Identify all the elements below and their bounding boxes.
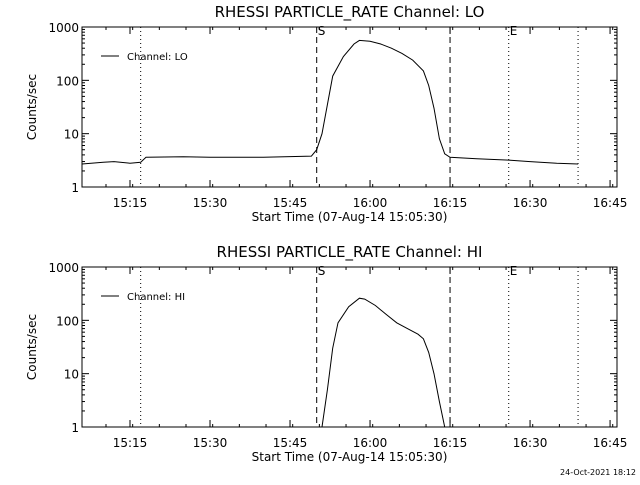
timestamp-footer: 24-Oct-2021 18:12 [560, 468, 636, 477]
chart-panel-hi: RHESSI PARTICLE_RATE Channel: HI 1 10 100 10… [25, 243, 627, 464]
x-tick-label: 15:30 [193, 436, 228, 450]
x-tick-label: 15:15 [113, 436, 148, 450]
x-tick-label: 16:15 [433, 436, 468, 450]
y-tick-label: 1 [71, 181, 79, 195]
x-tick-label: 16:30 [513, 196, 548, 210]
x-tick-label: 15:45 [273, 196, 308, 210]
y-tick-label: 1 [71, 421, 79, 435]
y-axis-label: Counts/sec [25, 314, 39, 380]
x-tick-label: 15:15 [113, 196, 148, 210]
chart-panel-lo: RHESSI PARTICLE_RATE Channel: LO 1 10 100 10… [25, 3, 627, 224]
chart-title: RHESSI PARTICLE_RATE Channel: HI [217, 243, 483, 262]
legend-label: Channel: LO [127, 52, 188, 63]
x-tick-label: 16:30 [513, 436, 548, 450]
y-tick-label: 10 [64, 368, 79, 382]
legend-label: Channel: HI [127, 292, 185, 303]
y-tick-label: 100 [56, 314, 79, 328]
x-axis-label: Start Time (07-Aug-14 15:05:30) [252, 450, 448, 464]
y-tick-label: 10 [64, 128, 79, 142]
x-tick-label: 16:45 [593, 436, 628, 450]
y-axis-label: Counts/sec [25, 74, 39, 140]
x-tick-label: 15:45 [273, 436, 308, 450]
series-line [321, 297, 446, 428]
event-marker-label: E [510, 264, 518, 278]
event-marker-label: S [318, 24, 326, 38]
x-axis-label: Start Time (07-Aug-14 15:05:30) [252, 210, 448, 224]
plot-frame [81, 266, 618, 428]
y-tick-label: 100 [56, 74, 79, 88]
y-tick-label: 1000 [48, 261, 79, 275]
chart-title: RHESSI PARTICLE_RATE Channel: LO [215, 3, 485, 22]
x-tick-label: 16:00 [353, 196, 388, 210]
event-marker-label: E [510, 24, 518, 38]
x-tick-label: 16:15 [433, 196, 468, 210]
x-tick-label: 15:30 [193, 196, 228, 210]
plot-frame [81, 26, 618, 188]
x-tick-label: 16:45 [593, 196, 628, 210]
y-tick-label: 1000 [48, 21, 79, 35]
series-line [81, 39, 579, 165]
event-marker-label: S [318, 264, 326, 278]
x-tick-label: 16:00 [353, 436, 388, 450]
